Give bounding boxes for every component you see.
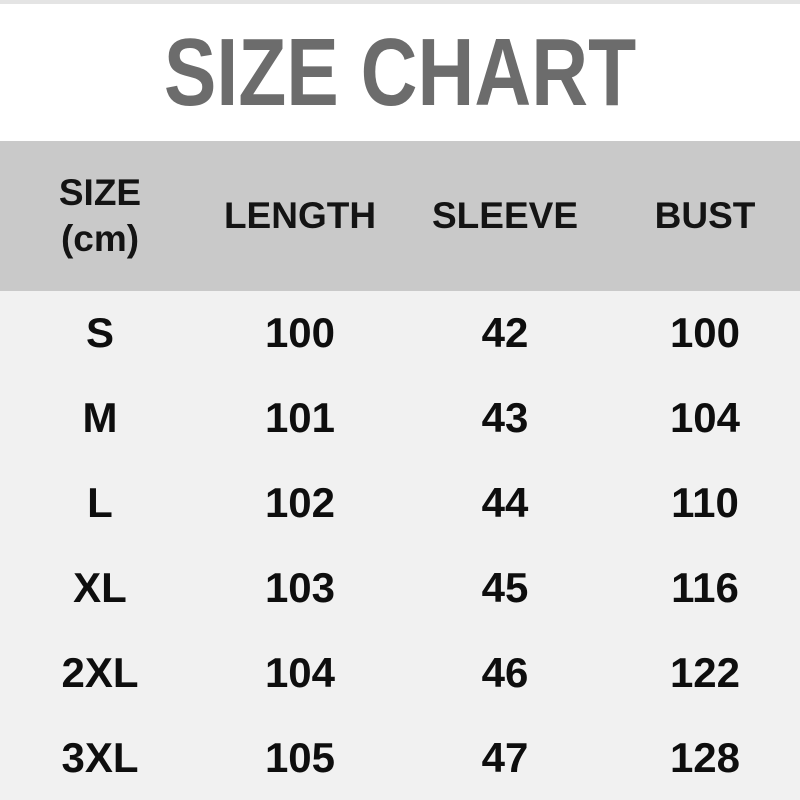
cell-sleeve: 44 (481, 479, 529, 527)
table-row: XL 103 45 116 (0, 546, 800, 631)
cell-length: 102 (264, 479, 336, 527)
cell-sleeve: 42 (481, 309, 529, 357)
size-unit-label: (cm) (60, 218, 140, 259)
cell-length: 105 (264, 733, 336, 781)
table-row: M 101 43 104 (0, 376, 800, 461)
cell-bust: 110 (671, 479, 739, 527)
table-row: S 100 42 100 (0, 291, 800, 376)
cell-size: L (87, 479, 113, 527)
top-border-strip (0, 0, 800, 4)
table-body: S 100 42 100 M 101 43 104 L 102 44 110 X… (0, 291, 800, 800)
table-row: 3XL 105 47 128 (0, 715, 800, 800)
cell-sleeve: 43 (481, 394, 529, 442)
cell-size: XL (73, 563, 127, 611)
column-header-size: SIZE (cm) (0, 170, 200, 263)
cell-length: 104 (264, 648, 336, 696)
cell-sleeve: 46 (481, 648, 529, 696)
cell-length: 101 (264, 394, 336, 442)
cell-bust: 104 (669, 394, 741, 442)
column-header-length: LENGTH (223, 194, 377, 236)
table-row: 2XL 104 46 122 (0, 630, 800, 715)
table-row: L 102 44 110 (0, 461, 800, 546)
size-label: SIZE (58, 171, 142, 213)
cell-bust: 100 (669, 309, 741, 357)
cell-size: 2XL (61, 648, 139, 696)
cell-sleeve: 47 (481, 733, 529, 781)
title-band: SIZE CHART (0, 4, 800, 141)
cell-length: 100 (264, 309, 336, 357)
cell-size: 3XL (61, 733, 139, 781)
table-header-row: SIZE (cm) LENGTH SLEEVE BUST (0, 141, 800, 291)
cell-bust: 128 (669, 733, 741, 781)
cell-bust: 122 (669, 648, 741, 696)
cell-bust: 116 (671, 563, 739, 611)
cell-sleeve: 45 (481, 563, 529, 611)
page-title: SIZE CHART (163, 18, 637, 126)
column-header-bust: BUST (654, 194, 756, 236)
column-header-sleeve: SLEEVE (432, 194, 578, 236)
cell-size: M (82, 394, 118, 442)
cell-size: S (85, 309, 114, 357)
cell-length: 103 (264, 563, 336, 611)
